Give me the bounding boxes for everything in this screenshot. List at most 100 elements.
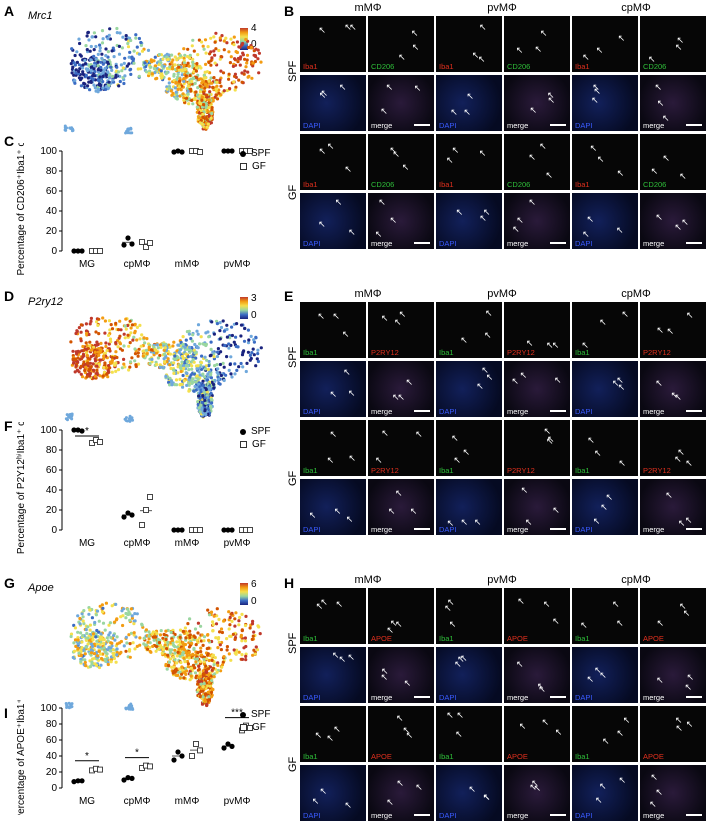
arrow-icon: ↖ bbox=[511, 376, 519, 387]
umap-cell-point bbox=[166, 357, 170, 361]
umap-cell-point bbox=[180, 360, 184, 364]
arrow-icon: ↖ bbox=[349, 21, 357, 32]
umap-cell-point bbox=[92, 652, 96, 656]
arrow-icon: ↖ bbox=[415, 782, 423, 793]
data-point bbox=[129, 512, 135, 518]
channel-label: merge bbox=[643, 811, 665, 820]
umap-cell-point bbox=[98, 604, 102, 608]
umap-cell-point bbox=[216, 347, 220, 351]
arrow-icon: ↖ bbox=[674, 714, 683, 725]
umap-cell-point bbox=[202, 659, 206, 664]
umap-cell-point bbox=[191, 63, 195, 68]
umap-cell-point bbox=[137, 36, 141, 41]
umap-cell-point bbox=[115, 650, 119, 655]
umap-cell-point bbox=[202, 76, 206, 80]
umap-cell-point bbox=[213, 95, 217, 99]
legend-spf-label: SPF bbox=[251, 426, 271, 437]
umap-cell-point bbox=[175, 349, 179, 353]
umap-cell-point bbox=[131, 338, 135, 342]
umap-cell-point bbox=[103, 319, 107, 323]
umap-cell-point bbox=[208, 684, 212, 688]
arrow-icon: ↖ bbox=[552, 615, 560, 626]
umap-cell-point bbox=[233, 72, 237, 76]
umap-cell-point bbox=[102, 59, 106, 63]
umap-cell-point bbox=[240, 653, 244, 657]
umap-cell-point bbox=[176, 650, 180, 654]
umap-cell-point bbox=[187, 102, 191, 106]
micrograph-tile: ↖ ↖ ↖ merge bbox=[504, 647, 570, 703]
umap-cell-point bbox=[185, 374, 189, 378]
umap-cell-point bbox=[178, 635, 182, 639]
umap-cell-point bbox=[138, 636, 142, 640]
arrow-icon: ↖ bbox=[455, 729, 463, 740]
umap-cell-point bbox=[121, 66, 125, 70]
micrograph-tile: ↖ ↖ ↖ Iba1 bbox=[572, 134, 638, 190]
micrograph-tile: ↖ ↖ ↖ Iba1 bbox=[436, 134, 502, 190]
micrograph-tile: ↖ ↖ ↖ merge bbox=[640, 765, 706, 821]
umap-cell-point bbox=[165, 55, 169, 59]
umap-cell-point bbox=[91, 77, 95, 81]
umap-cell-point bbox=[244, 369, 248, 374]
data-point bbox=[171, 527, 177, 533]
umap-cell-point bbox=[198, 410, 202, 414]
umap-cell-point bbox=[129, 126, 133, 130]
arrow-icon: ↖ bbox=[394, 487, 403, 498]
data-point bbox=[225, 741, 231, 747]
umap-cell-point bbox=[123, 74, 127, 78]
umap-cell-point bbox=[250, 622, 255, 626]
arrow-icon: ↖ bbox=[582, 51, 590, 62]
channel-label: merge bbox=[643, 121, 665, 130]
umap-cell-point bbox=[88, 665, 92, 669]
umap-cell-point bbox=[122, 344, 126, 348]
arrow-icon: ↖ bbox=[682, 607, 691, 618]
arrow-icon: ↖ bbox=[389, 215, 398, 226]
umap-cell-point bbox=[120, 366, 124, 370]
umap-cell-point bbox=[200, 105, 205, 109]
umap-cell-point bbox=[138, 337, 142, 341]
umap-cell-point bbox=[103, 66, 107, 70]
channel-label: DAPI bbox=[303, 407, 321, 416]
umap-cell-point bbox=[203, 38, 208, 42]
y-tick-label: 0 bbox=[51, 246, 57, 257]
umap-cell-point bbox=[199, 639, 203, 643]
umap-cell-point bbox=[206, 407, 210, 411]
umap-cell-point bbox=[116, 345, 120, 349]
arrow-icon: ↖ bbox=[401, 162, 410, 173]
scale-bar bbox=[414, 528, 430, 530]
umap-cell-point bbox=[201, 372, 205, 376]
umap-cell-point bbox=[195, 66, 199, 70]
micrograph-tile: ↖ ↖ ↖ DAPI bbox=[436, 479, 502, 535]
umap-cell-point bbox=[259, 60, 263, 64]
umap-cell-point bbox=[188, 617, 192, 621]
umap-cell-point bbox=[124, 616, 128, 620]
scale-bar bbox=[686, 528, 702, 530]
umap-cell-point bbox=[115, 642, 119, 646]
umap-cell-point bbox=[209, 373, 213, 377]
umap-cell-point bbox=[203, 692, 207, 696]
arrow-icon: ↖ bbox=[595, 794, 603, 805]
umap-cell-point bbox=[141, 354, 145, 358]
micrograph-tile: ↖ ↖ ↖ CD206 bbox=[504, 134, 570, 190]
micrograph-tile: ↖ ↖ ↖ CD206 bbox=[504, 16, 570, 72]
arrow-icon: ↖ bbox=[656, 98, 665, 109]
arrow-icon: ↖ bbox=[586, 214, 595, 225]
umap-cell-point bbox=[257, 71, 261, 75]
umap-cell-point bbox=[209, 679, 214, 683]
data-point bbox=[121, 777, 127, 783]
umap-cell-point bbox=[215, 97, 220, 101]
umap-cell-point bbox=[149, 58, 153, 62]
umap-cell-point bbox=[197, 680, 201, 684]
panel-letter-g: G bbox=[4, 575, 15, 591]
umap-cell-point bbox=[177, 56, 181, 60]
arrow-icon: ↖ bbox=[617, 382, 626, 393]
umap-cell-point bbox=[101, 316, 105, 320]
umap-cell-point bbox=[99, 652, 103, 656]
umap-cell-point bbox=[89, 651, 94, 655]
umap-cell-point bbox=[215, 354, 220, 359]
umap-cell-point bbox=[173, 632, 177, 637]
umap-cell-point bbox=[219, 55, 223, 59]
umap-cell-point bbox=[158, 353, 162, 358]
arrow-icon: ↖ bbox=[674, 453, 682, 464]
arrow-icon: ↖ bbox=[468, 784, 476, 795]
umap-cell-point bbox=[197, 406, 201, 410]
